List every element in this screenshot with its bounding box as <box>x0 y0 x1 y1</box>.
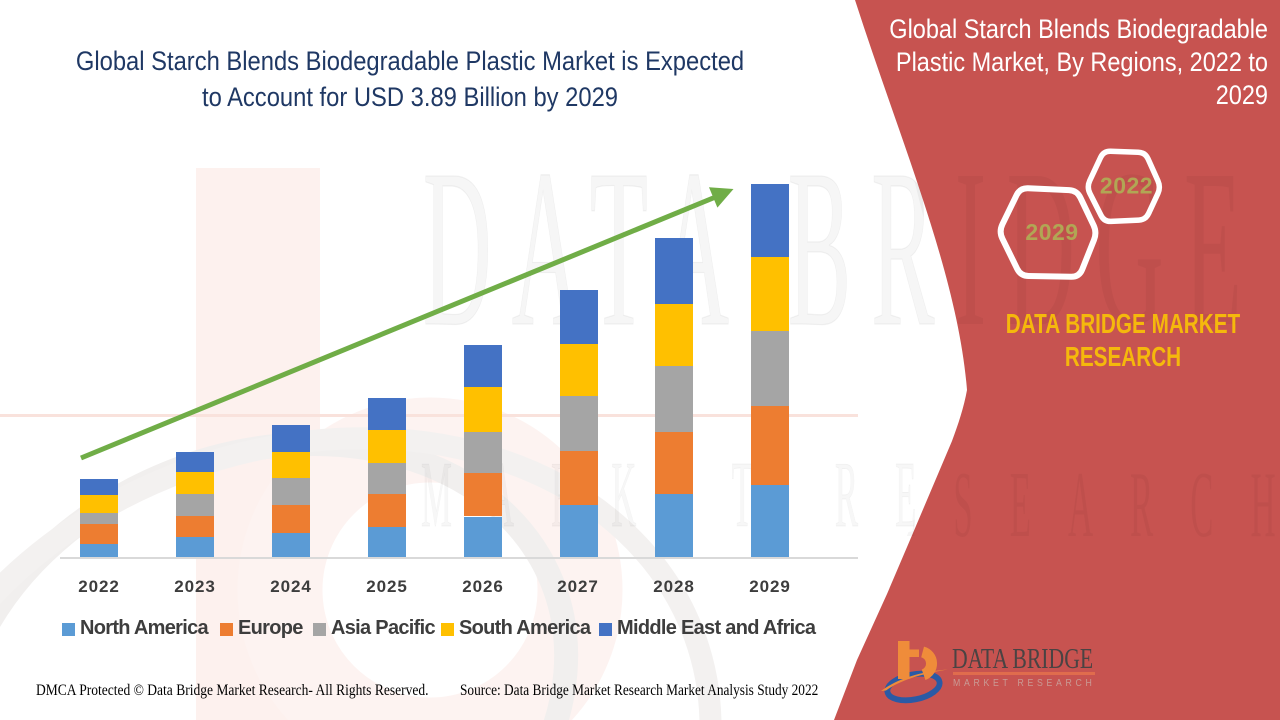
svg-text:2022: 2022 <box>1100 173 1153 199</box>
svg-text:2029: 2029 <box>1025 219 1078 245</box>
